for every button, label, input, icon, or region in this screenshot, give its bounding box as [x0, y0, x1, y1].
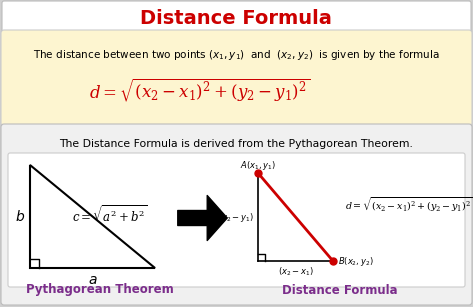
Text: $a$: $a$ [88, 273, 97, 287]
Text: Pythagorean Theorem: Pythagorean Theorem [26, 283, 174, 297]
FancyBboxPatch shape [1, 30, 472, 126]
Text: $d = \sqrt{(x_2 - x_1)^2 + (y_2 - y_1)^2}$: $d = \sqrt{(x_2 - x_1)^2 + (y_2 - y_1)^2… [345, 195, 473, 215]
Text: The Distance Formula is derived from the Pythagorean Theorem.: The Distance Formula is derived from the… [59, 139, 413, 149]
Text: The distance between two points $(x_1, y_1)$  and  $(x_2, y_2)$  is given by the: The distance between two points $(x_1, y… [33, 48, 439, 62]
FancyBboxPatch shape [8, 153, 465, 287]
Text: $b$: $b$ [15, 209, 25, 224]
Text: $(x_2 - x_1)$: $(x_2 - x_1)$ [278, 266, 314, 278]
Text: $B(x_2, y_2)$: $B(x_2, y_2)$ [338, 255, 374, 267]
Text: $c = \sqrt{a^2 + b^2}$: $c = \sqrt{a^2 + b^2}$ [72, 205, 148, 225]
Text: $(y_2 - y_1)$: $(y_2 - y_1)$ [218, 211, 254, 223]
Text: $d = \sqrt{(x_2 - x_1)^2 + (y_2 - y_1)^2}$: $d = \sqrt{(x_2 - x_1)^2 + (y_2 - y_1)^2… [89, 76, 311, 104]
FancyBboxPatch shape [2, 1, 471, 33]
Text: $A(x_1, y_1)$: $A(x_1, y_1)$ [240, 158, 276, 172]
Text: Distance Formula: Distance Formula [282, 283, 398, 297]
Text: Distance Formula: Distance Formula [140, 9, 332, 28]
FancyBboxPatch shape [1, 124, 472, 305]
